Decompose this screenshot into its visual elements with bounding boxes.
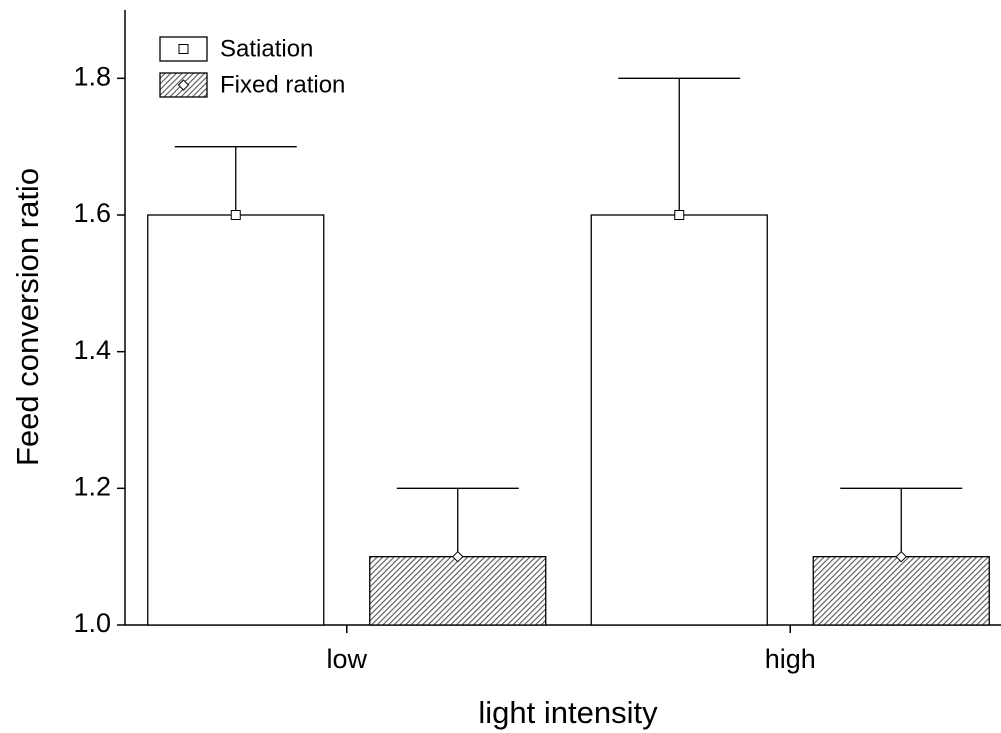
y-tick-label: 1.6: [73, 198, 111, 228]
legend-label: Fixed ration: [220, 71, 345, 98]
legend-marker: [177, 79, 190, 91]
y-tick-label: 1.0: [73, 608, 111, 638]
error-bar: [174, 146, 297, 215]
legend-marker: [178, 44, 189, 54]
legend-label: Satiation: [220, 35, 313, 62]
bar: [369, 556, 547, 626]
marker: [452, 550, 464, 563]
bar: [147, 214, 325, 626]
error-bar: [618, 77, 741, 215]
y-axis-title: Feed conversion ratio: [10, 168, 45, 466]
y-tick-label: 1.4: [73, 335, 111, 365]
error-bar: [396, 487, 519, 557]
error-bar: [840, 487, 963, 557]
x-tick-label: low: [326, 644, 367, 674]
marker: [895, 550, 907, 563]
bar: [590, 214, 768, 626]
y-tick-label: 1.2: [73, 471, 111, 501]
marker: [674, 210, 685, 220]
x-tick-label: high: [765, 644, 816, 674]
y-tick-label: 1.8: [73, 61, 111, 91]
x-axis-title: light intensity: [478, 695, 658, 730]
bar: [812, 556, 990, 626]
marker: [230, 210, 241, 220]
